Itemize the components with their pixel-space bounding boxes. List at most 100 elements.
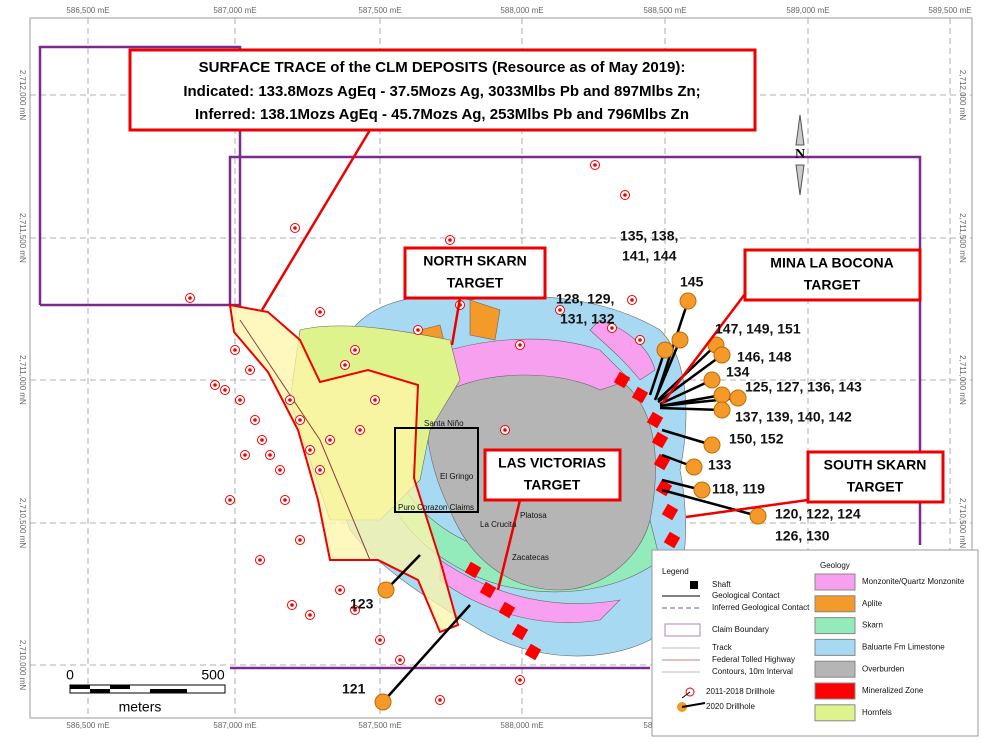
place-name: Platosa (520, 511, 547, 520)
scale-bar: 0 500 meters (66, 667, 226, 715)
drillhole-2011-2018 (290, 603, 294, 607)
drillhole-2011-2018 (298, 538, 302, 542)
drillhole-2011-2018 (448, 238, 452, 242)
target-label: SOUTH SKARN (824, 457, 927, 473)
drillhole-2011-2018 (278, 468, 282, 472)
drillhole-2011-2018 (438, 698, 442, 702)
callout-text: Indicated: 133.8Mozs AgEq - 37.5Mozs Ag,… (183, 83, 700, 100)
drillhole-2011-2018 (503, 428, 507, 432)
geology-label: Baluarte Fm Limestone (862, 643, 945, 652)
legend-claim (664, 623, 701, 637)
drillhole-label: 146, 148 (737, 349, 792, 365)
target-label: TARGET (447, 275, 504, 291)
geology-swatch (814, 704, 856, 722)
legend-title: Legend (662, 567, 689, 576)
northing-label: 2,711,500 mN (18, 213, 27, 263)
drillholes-2011-2018 (185, 160, 645, 705)
legend-symbol (677, 702, 706, 712)
drillhole-2011-2018 (223, 388, 227, 392)
northing-label: 2,712,000 mN (18, 70, 27, 120)
geology-title: Geology (820, 561, 850, 570)
drillhole-label: 137, 139, 140, 142 (735, 409, 852, 425)
drillhole-2011-2018 (248, 368, 252, 372)
geology-swatch (814, 573, 856, 591)
drillhole-2011-2018 (518, 678, 522, 682)
drillhole-2011-2018 (353, 348, 357, 352)
drillhole-label: 118, 119 (712, 481, 765, 497)
scale-unit: meters (119, 699, 162, 715)
drillhole-2011-2018 (308, 613, 312, 617)
drillhole-2011-2018 (258, 558, 262, 562)
drillhole-2011-2018 (293, 226, 297, 230)
drillhole-label: 135, 138, (620, 228, 678, 244)
drillhole-2011-2018 (623, 193, 627, 197)
drillhole-2011-2018 (398, 658, 402, 662)
place-name: Santa Niño (424, 419, 464, 428)
geology-swatch (814, 617, 856, 635)
legend-line (681, 702, 706, 708)
mineralized-square (653, 453, 671, 471)
easting-label: 588,000 mE (500, 721, 543, 730)
target-label: MINA LA BOCONA (770, 255, 893, 271)
callout-arrows (260, 129, 809, 591)
target-label: TARGET (804, 277, 861, 293)
drillhole-label: 123 (350, 596, 374, 612)
drillhole-2011-2018 (318, 310, 322, 314)
drillhole-2011-2018 (358, 428, 362, 432)
target-label: LAS VICTORIAS (498, 455, 606, 471)
northing-label: 2,710,500 mN (18, 498, 27, 548)
drillhole-2011-2018 (238, 398, 242, 402)
geology-swatch (814, 660, 856, 678)
easting-label: 587,500 mE (358, 721, 401, 730)
target-label: TARGET (847, 479, 904, 495)
drillhole-label: 147, 149, 151 (715, 321, 801, 337)
drillhole-label: 121 (342, 681, 366, 697)
drillhole-2011-2018 (318, 468, 322, 472)
puro-corazon-box (394, 427, 479, 513)
drillhole-2011-2018 (558, 308, 562, 312)
mineralized-square (646, 411, 664, 429)
mineralized-square (498, 601, 516, 619)
mineralized-square (631, 386, 649, 404)
drillhole-2011-2018 (378, 638, 382, 642)
northing-label: 2,712,000 mN (958, 70, 967, 120)
easting-label: 587,000 mE (213, 6, 256, 15)
mineralized-square (524, 643, 542, 661)
drillhole-label: 145 (680, 274, 704, 290)
geology-label: Hornfels (862, 708, 892, 717)
drillhole-2011-2018 (593, 163, 597, 167)
drillhole-label: 125, 127, 136, 143 (745, 379, 862, 395)
legend-item: Shaft (712, 580, 731, 589)
legend-item: Geological Contact (712, 591, 780, 600)
northing-label: 2,711,000 mN (18, 355, 27, 405)
drillhole-2011-2018 (268, 453, 272, 457)
geology-label: Monzonite/Quartz Monzonite (862, 577, 965, 586)
place-name: Puro Corazon Claims (398, 503, 474, 512)
drillhole-2011-2018 (298, 418, 302, 422)
drillhole-label: 133 (708, 457, 732, 473)
place-name: El Gringo (440, 472, 474, 481)
easting-label: 589,000 mE (786, 6, 829, 15)
scale-label: 0 (66, 667, 74, 683)
legend-item: 2020 Drillhole (706, 702, 755, 711)
drillhole-label: 131, 132 (560, 311, 615, 327)
geology-label: Skarn (862, 621, 883, 630)
legend-symbol (690, 581, 698, 589)
legend-symbol (681, 687, 695, 699)
drillhole-label: 134 (726, 364, 750, 380)
legend-item: Claim Boundary (712, 625, 769, 634)
northing-label: 2,710,000 mN (18, 640, 27, 690)
scale-label: 500 (201, 667, 225, 683)
northing-label: 2,710,500 mN (958, 498, 967, 548)
mineralized-square (479, 581, 497, 599)
drillhole-2011-2018 (328, 438, 332, 442)
easting-label: 589,500 mE (928, 6, 971, 15)
callout-boxes (128, 48, 945, 504)
easting-label: 586,500 mE (66, 721, 109, 730)
legend-symbol (664, 623, 701, 637)
drillhole-2011-2018 (260, 438, 264, 442)
legend-shaft (690, 581, 698, 589)
drillhole-2011-2018 (373, 398, 377, 402)
drillhole-2011-2018 (228, 498, 232, 502)
mineralized-square (663, 531, 681, 549)
